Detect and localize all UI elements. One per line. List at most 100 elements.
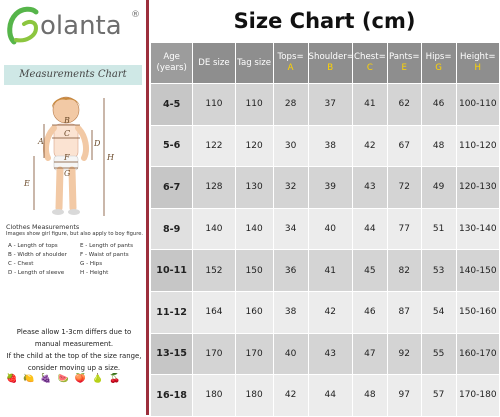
table-row: 4-5 110 110 28 37 41 62 46 100-110 bbox=[149, 83, 500, 126]
column-header: Height= H bbox=[455, 42, 500, 84]
table-cell: 28 bbox=[272, 83, 309, 126]
column-header: Tops= A bbox=[272, 42, 309, 84]
table-cell: 140 bbox=[234, 207, 274, 251]
table-cell: 152 bbox=[192, 249, 236, 292]
figure-letter-a: A bbox=[37, 137, 44, 146]
age-cell: 8-9 bbox=[149, 207, 194, 251]
table-cell: 46 bbox=[351, 290, 388, 334]
legend-item: C - Chest bbox=[8, 261, 34, 267]
table-cell: 42 bbox=[307, 290, 353, 334]
table-cell: 48 bbox=[351, 374, 388, 417]
table-row: 13-15 170 170 40 43 47 92 55 160-170 bbox=[149, 332, 500, 376]
child-figure-illustration: A B C D E F G H bbox=[23, 96, 115, 216]
column-header: Hips= G bbox=[420, 42, 457, 84]
table-cell: 57 bbox=[420, 374, 457, 417]
table-cell: 150 bbox=[234, 249, 274, 292]
figure-letter-b: B bbox=[63, 116, 70, 125]
table-header-row: Age (years) DE size Tag size Tops= A Shoulder… bbox=[149, 42, 500, 84]
brand-logo: olanta ® bbox=[6, 6, 142, 46]
table-cell: 120-130 bbox=[455, 166, 500, 209]
table-cell: 130-140 bbox=[455, 207, 500, 251]
column-header-label: Height= bbox=[459, 52, 496, 62]
legend-item: H - Height bbox=[80, 270, 109, 276]
legend-item: A - Length of tops bbox=[8, 243, 58, 249]
column-header-label: Pants= bbox=[388, 52, 420, 62]
age-cell: 16-18 bbox=[149, 374, 194, 417]
table-row: 6-7 128 130 32 39 43 72 49 120-130 bbox=[149, 166, 500, 209]
table-cell: 120 bbox=[234, 124, 274, 168]
table-cell: 46 bbox=[420, 83, 457, 126]
measurements-chart-title: Measurements Chart bbox=[4, 65, 142, 85]
clothes-measurements-note: Images show girl figure, but also apply … bbox=[6, 231, 144, 237]
table-row: 11-12 164 160 38 42 46 87 54 150-160 bbox=[149, 290, 500, 334]
logo-mark-icon bbox=[7, 6, 39, 45]
table-cell: 170 bbox=[234, 332, 274, 376]
column-header-letter: B bbox=[327, 63, 334, 73]
table-cell: 164 bbox=[192, 290, 236, 334]
table-cell: 49 bbox=[420, 166, 457, 209]
legend-item: D - Length of sleeve bbox=[8, 270, 65, 276]
table-cell: 47 bbox=[351, 332, 388, 376]
table-cell: 38 bbox=[307, 124, 353, 168]
column-header: Pants= E bbox=[386, 42, 422, 84]
column-header-letter: A bbox=[287, 63, 294, 73]
column-header-label: Chest= bbox=[354, 52, 386, 62]
column-header-label: Shoulder= bbox=[308, 52, 355, 62]
table-cell: 41 bbox=[307, 249, 353, 292]
age-cell: 4-5 bbox=[149, 83, 194, 126]
size-chart-title: Size Chart (cm) bbox=[233, 9, 416, 33]
table-row: 8-9 140 140 34 40 44 77 51 130-140 bbox=[149, 207, 500, 251]
size-chart-table: Age (years) DE size Tag size Tops= A Shoulder… bbox=[149, 42, 500, 417]
panel-divider bbox=[146, 0, 149, 415]
table-cell: 110-120 bbox=[455, 124, 500, 168]
figure-letter-d: D bbox=[93, 139, 101, 148]
measurement-legend: A - Length of tops E - Length of pants B… bbox=[8, 242, 146, 278]
table-cell: 180 bbox=[192, 374, 236, 417]
figure-letter-c: C bbox=[64, 129, 70, 138]
age-cell: 10-11 bbox=[149, 249, 194, 292]
table-cell: 82 bbox=[386, 249, 422, 292]
table-cell: 41 bbox=[351, 83, 388, 126]
table-cell: 62 bbox=[386, 83, 422, 126]
column-header-letter: C bbox=[366, 63, 373, 73]
table-cell: 40 bbox=[272, 332, 309, 376]
table-cell: 45 bbox=[351, 249, 388, 292]
table-cell: 37 bbox=[307, 83, 353, 126]
registered-mark: ® bbox=[131, 10, 140, 20]
logo-text: olanta bbox=[40, 11, 122, 41]
age-cell: 11-12 bbox=[149, 290, 194, 334]
table-cell: 130 bbox=[234, 166, 274, 209]
table-cell: 160-170 bbox=[455, 332, 500, 376]
table-cell: 36 bbox=[272, 249, 309, 292]
legend-row: C - Chest G - Hips bbox=[8, 260, 146, 269]
legend-row: B - Width of shoulder F - Waist of pants bbox=[8, 251, 146, 260]
table-cell: 43 bbox=[351, 166, 388, 209]
column-header-letter: G bbox=[435, 63, 442, 73]
table-cell: 39 bbox=[307, 166, 353, 209]
figure-letter-g: G bbox=[64, 169, 71, 178]
allow-note-text: Please allow 1-3cm differs due to manual… bbox=[16, 328, 132, 348]
age-cell: 6-7 bbox=[149, 166, 194, 209]
figure-letter-f: F bbox=[63, 153, 70, 162]
column-header-label: DE size bbox=[198, 57, 230, 68]
table-cell: 40 bbox=[307, 207, 353, 251]
column-header: Age (years) bbox=[149, 42, 194, 84]
table-cell: 51 bbox=[420, 207, 457, 251]
table-cell: 87 bbox=[386, 290, 422, 334]
table-cell: 140 bbox=[192, 207, 236, 251]
age-cell: 5-6 bbox=[149, 124, 194, 168]
table-cell: 32 bbox=[272, 166, 309, 209]
legend-item: E - Length of pants bbox=[80, 243, 133, 249]
table-cell: 170-180 bbox=[455, 374, 500, 417]
table-cell: 97 bbox=[386, 374, 422, 417]
table-cell: 30 bbox=[272, 124, 309, 168]
table-cell: 53 bbox=[420, 249, 457, 292]
column-header: Tag size bbox=[234, 42, 274, 84]
table-row: 10-11 152 150 36 41 45 82 53 140-150 bbox=[149, 249, 500, 292]
table-cell: 77 bbox=[386, 207, 422, 251]
table-cell: 42 bbox=[272, 374, 309, 417]
table-cell: 150-160 bbox=[455, 290, 500, 334]
table-cell: 180 bbox=[234, 374, 274, 417]
table-cell: 140-150 bbox=[455, 249, 500, 292]
